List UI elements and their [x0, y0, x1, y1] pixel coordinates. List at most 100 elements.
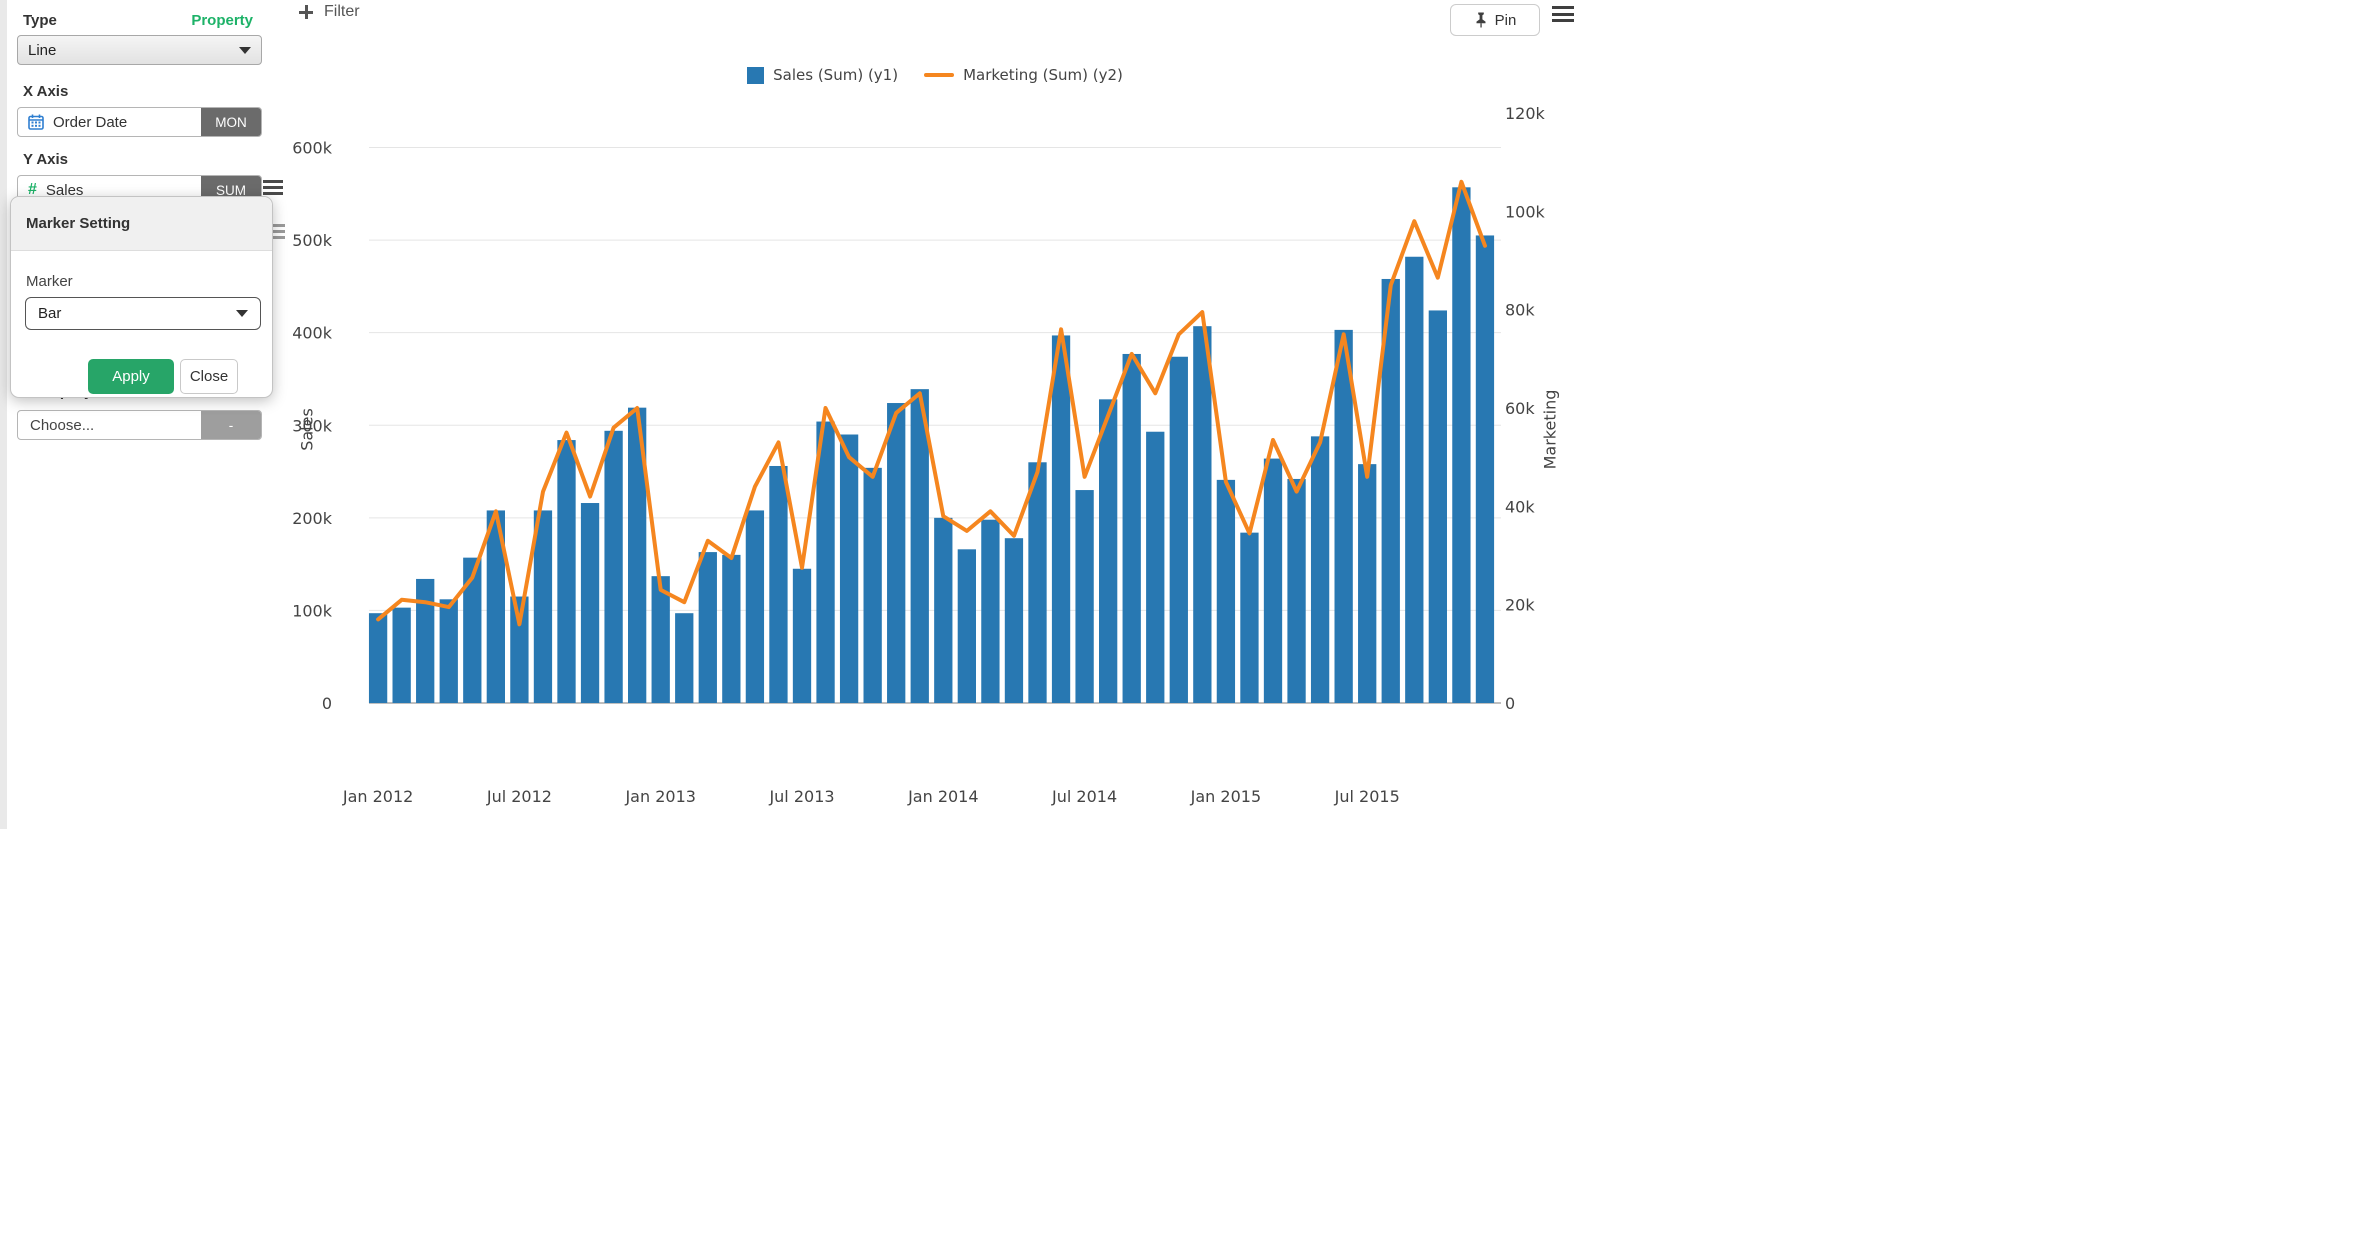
bar-Aug 2015[interactable]: [1381, 278, 1400, 703]
bar-Jun 2012[interactable]: [486, 510, 505, 703]
bar-Jun 2015[interactable]: [1334, 329, 1353, 703]
filter-button-label: Filter: [324, 3, 360, 20]
bar-Feb 2014[interactable]: [957, 549, 976, 703]
add-filter-button[interactable]: Filter: [299, 3, 360, 21]
sales-swatch-icon: [747, 66, 765, 84]
y2-axis-title: Marketing: [1540, 389, 1560, 470]
bar-Dec 2012[interactable]: [628, 407, 647, 703]
bar-Apr 2015[interactable]: [1287, 478, 1306, 703]
y-axis-drag-handle-icon[interactable]: [263, 180, 283, 198]
bar-Dec 2015[interactable]: [1475, 235, 1495, 703]
bar-Feb 2012[interactable]: [392, 607, 411, 703]
bar-May 2015[interactable]: [1310, 436, 1330, 703]
legend-item-sales[interactable]: Sales (Sum) (y1): [747, 66, 898, 84]
number-hash-icon: #: [28, 181, 37, 198]
bar-Oct 2015[interactable]: [1428, 310, 1447, 703]
bar-Jan 2014[interactable]: [934, 517, 953, 703]
bar-Nov 2015[interactable]: [1452, 187, 1471, 703]
pin-button[interactable]: Pin: [1450, 4, 1540, 36]
bar-Apr 2014[interactable]: [1004, 538, 1024, 703]
bar-Sep 2015[interactable]: [1405, 256, 1424, 703]
y-axis-field[interactable]: # Sales SUM: [17, 175, 262, 205]
bar-Nov 2012[interactable]: [604, 430, 623, 703]
bar-Nov 2014[interactable]: [1169, 356, 1188, 703]
x-tick-label: Jul 2014: [1051, 787, 1117, 806]
bar-Jul 2014[interactable]: [1075, 490, 1094, 703]
bar-Sep 2013[interactable]: [839, 434, 859, 703]
bar-Jan 2015[interactable]: [1216, 479, 1236, 703]
marker-type-select[interactable]: Bar: [25, 297, 261, 330]
bar-Mar 2015[interactable]: [1263, 458, 1283, 703]
y-axis-modifier-badge[interactable]: SUM: [201, 176, 261, 204]
bar-Mar 2012[interactable]: [416, 578, 435, 703]
y1-tick-label: 400k: [292, 324, 333, 343]
combo-chart[interactable]: 0 100k 200k 300k 400k 500k 600k 0 20k 40k 60k 80k 10…: [0, 0, 1568, 829]
bar-Oct 2013[interactable]: [863, 467, 882, 703]
x-tick-label: Jul 2013: [768, 787, 834, 806]
y2-axis-drag-handle-icon[interactable]: [265, 224, 285, 242]
y1-axis-title: Sales: [297, 408, 317, 451]
bar-Feb 2013[interactable]: [675, 613, 694, 703]
apply-button[interactable]: Apply: [88, 359, 174, 394]
bar-Apr 2013[interactable]: [722, 554, 741, 703]
bar-Aug 2014[interactable]: [1099, 399, 1118, 703]
y2-tick-label: 20k: [1505, 596, 1535, 615]
x-axis-modifier-badge[interactable]: MON: [201, 108, 261, 136]
bar-Feb 2015[interactable]: [1240, 532, 1259, 703]
choose-placeholder: Choose...: [30, 416, 95, 434]
bar-Oct 2012[interactable]: [580, 503, 600, 703]
bar-Mar 2014[interactable]: [981, 519, 1000, 703]
bar-Dec 2014[interactable]: [1193, 326, 1212, 703]
chart-settings-sidebar: Type Property Line X Axis Order Date MON…: [7, 0, 285, 829]
y2-tick-label: 80k: [1505, 301, 1535, 320]
y1-tick-label: 300k: [292, 416, 333, 435]
chevron-down-icon: [236, 310, 248, 317]
x-tick-label: Jan 2013: [624, 787, 695, 806]
chart-type-value: Line: [28, 41, 57, 59]
legend-label: Marketing (Sum) (y2): [963, 66, 1123, 84]
bar-Jun 2014[interactable]: [1051, 335, 1071, 703]
bar-Sep 2014[interactable]: [1122, 353, 1141, 703]
y2-tick-label: 120k: [1505, 104, 1546, 123]
group-by-choose-field[interactable]: Choose... -: [17, 410, 262, 440]
x-tick-label: Jul 2012: [486, 787, 552, 806]
x-tick-label: Jan 2012: [342, 787, 413, 806]
x-tick-label: Jan 2015: [1190, 787, 1261, 806]
bar-May 2013[interactable]: [745, 510, 765, 703]
y-axis-field-name: Sales: [45, 181, 84, 199]
bar-Apr 2012[interactable]: [439, 599, 458, 703]
chart-type-select[interactable]: Line: [17, 35, 262, 65]
bar-Aug 2013[interactable]: [816, 421, 835, 703]
bar-Mar 2013[interactable]: [698, 552, 717, 703]
legend-item-marketing[interactable]: Marketing (Sum) (y2): [924, 66, 1123, 84]
y1-tick-label: 100k: [292, 601, 333, 620]
bar-Jan 2013[interactable]: [651, 576, 670, 703]
close-button[interactable]: Close: [180, 359, 238, 394]
bar-Jul 2013[interactable]: [792, 568, 812, 703]
x-axis-label: X Axis: [23, 83, 69, 100]
plus-icon: [299, 5, 313, 19]
marketing-line[interactable]: [376, 179, 1487, 627]
group-by-modifier-badge[interactable]: -: [201, 411, 261, 439]
left-edge-strip: [0, 0, 7, 829]
bar-Dec 2013[interactable]: [910, 389, 929, 703]
bar-Jan 2012[interactable]: [368, 613, 388, 703]
x-axis-field-name: Order Date: [53, 113, 128, 131]
bar-May 2014[interactable]: [1028, 462, 1047, 703]
x-axis-field[interactable]: Order Date MON: [17, 107, 262, 137]
marker-type-value: Bar: [38, 305, 62, 322]
marketing-line-swatch-icon: [924, 73, 955, 77]
bar-May 2012[interactable]: [463, 557, 482, 703]
menu-icon[interactable]: [1552, 6, 1574, 26]
x-tick-label: Jul 2015: [1334, 787, 1400, 806]
bar-Nov 2013[interactable]: [887, 403, 906, 703]
y2-tick-label: 60k: [1505, 399, 1535, 418]
property-link[interactable]: Property: [191, 12, 253, 29]
bar-Jul 2015[interactable]: [1358, 464, 1377, 703]
bar-Aug 2012[interactable]: [533, 510, 553, 703]
bar-Oct 2014[interactable]: [1146, 431, 1165, 703]
y1-tick-label: 0: [322, 694, 332, 713]
bar-Sep 2012[interactable]: [557, 440, 576, 703]
bar-Jul 2012[interactable]: [510, 596, 529, 703]
bar-Jun 2013[interactable]: [769, 465, 788, 703]
